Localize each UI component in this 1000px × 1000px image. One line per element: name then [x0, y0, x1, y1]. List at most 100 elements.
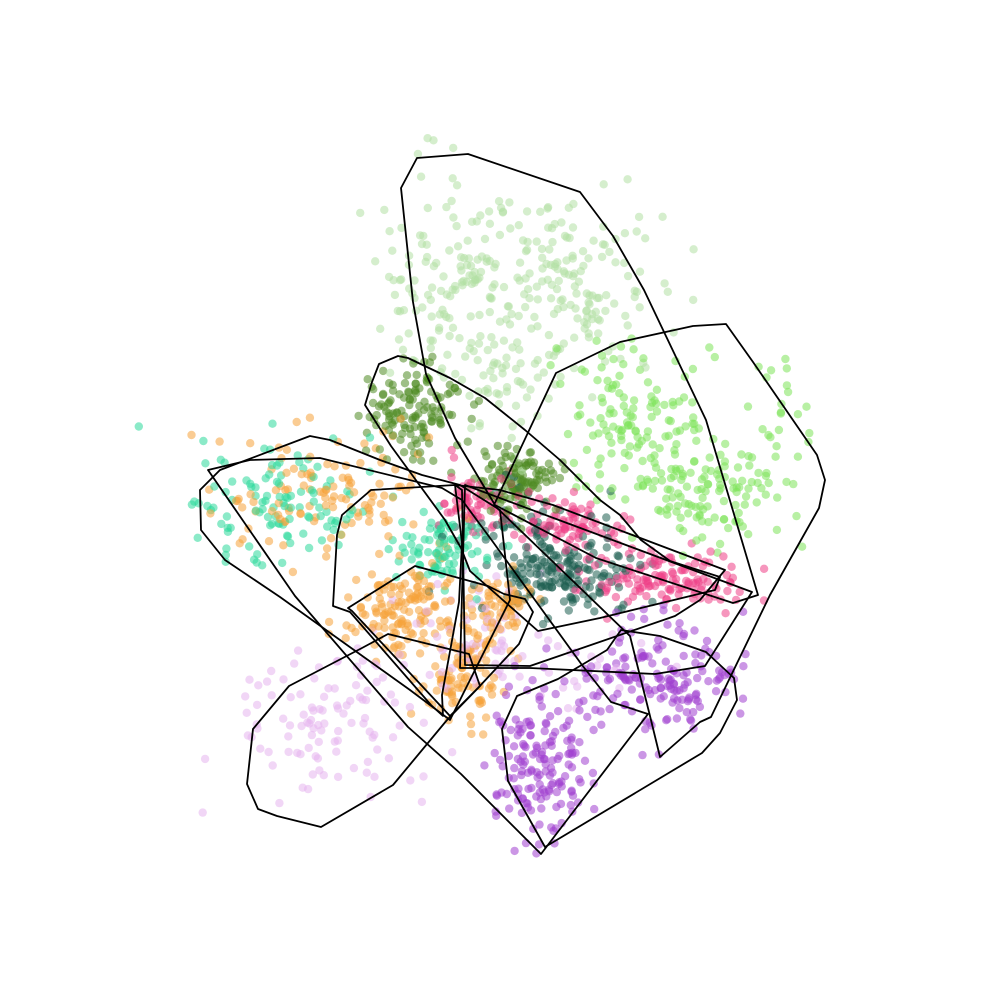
data-point [497, 474, 506, 483]
data-point [656, 694, 665, 703]
data-point [542, 719, 551, 729]
data-point [498, 369, 507, 378]
data-point [222, 512, 232, 521]
data-point [412, 619, 421, 628]
data-point [384, 532, 393, 541]
data-point [636, 560, 645, 570]
data-point [602, 543, 611, 552]
data-point [385, 227, 394, 236]
data-point [635, 303, 644, 312]
data-point [633, 575, 642, 584]
data-point [419, 427, 428, 437]
data-point [661, 657, 670, 666]
data-point [467, 338, 476, 348]
data-point [260, 444, 269, 453]
data-point [535, 788, 544, 797]
data-point [671, 603, 681, 613]
data-point [215, 437, 224, 446]
data-point [588, 431, 598, 440]
data-point [388, 623, 397, 632]
data-point [375, 549, 384, 559]
data-point [574, 529, 583, 539]
data-point [468, 611, 477, 621]
data-point [659, 606, 668, 615]
data-point [425, 591, 435, 601]
data-point [652, 407, 662, 416]
data-point [672, 662, 681, 671]
data-point [491, 645, 500, 654]
data-point [246, 479, 255, 488]
data-point [326, 534, 336, 543]
data-point [654, 505, 663, 515]
data-point [558, 683, 568, 692]
data-point [347, 718, 356, 728]
data-point [540, 521, 549, 530]
data-point [620, 463, 629, 473]
data-point [627, 685, 636, 694]
data-point [419, 507, 428, 517]
data-point [562, 256, 571, 265]
data-point [738, 694, 748, 703]
data-point [395, 275, 405, 285]
data-point [506, 725, 515, 735]
data-point [741, 492, 751, 501]
data-point [643, 579, 652, 588]
data-point [580, 563, 589, 572]
data-point [483, 345, 492, 355]
data-point [445, 388, 455, 397]
data-point [522, 245, 532, 255]
data-point [395, 721, 404, 730]
data-point [238, 503, 247, 512]
data-point [559, 339, 568, 348]
data-point [513, 338, 522, 347]
data-point [619, 393, 628, 402]
data-point [386, 589, 396, 599]
data-point [375, 479, 384, 488]
data-point [597, 393, 606, 403]
data-point [542, 644, 551, 653]
data-point [448, 285, 457, 294]
data-point [675, 397, 684, 406]
data-point [296, 509, 305, 518]
data-point [492, 520, 502, 530]
data-point [758, 425, 767, 434]
data-point [375, 445, 384, 454]
data-point [608, 484, 617, 493]
data-point [341, 495, 351, 504]
data-point [279, 714, 288, 723]
data-point [514, 784, 523, 793]
data-point [463, 541, 473, 550]
data-point [445, 314, 454, 323]
data-point [476, 267, 486, 277]
data-point [408, 592, 418, 601]
data-point [282, 445, 292, 454]
data-point [526, 806, 536, 815]
data-point [582, 445, 592, 455]
data-point [495, 625, 505, 634]
data-point [432, 258, 441, 268]
data-point [666, 586, 675, 595]
data-point [385, 379, 394, 388]
data-point [487, 333, 496, 342]
data-point [364, 517, 374, 526]
data-point [392, 408, 402, 417]
data-point [502, 353, 511, 362]
data-point [306, 452, 315, 461]
data-point [589, 691, 598, 700]
data-point [475, 584, 484, 593]
data-point [286, 538, 295, 548]
data-point [377, 599, 386, 608]
data-point [467, 478, 476, 487]
data-point [427, 283, 437, 292]
data-point [400, 379, 410, 388]
data-point [431, 602, 440, 612]
data-point [605, 409, 614, 418]
data-point [764, 478, 773, 488]
data-point [575, 706, 584, 715]
data-point [419, 629, 428, 638]
data-point [399, 660, 408, 670]
data-point [507, 309, 516, 319]
data-point [569, 458, 579, 468]
data-point [701, 465, 710, 474]
data-point [568, 251, 577, 260]
